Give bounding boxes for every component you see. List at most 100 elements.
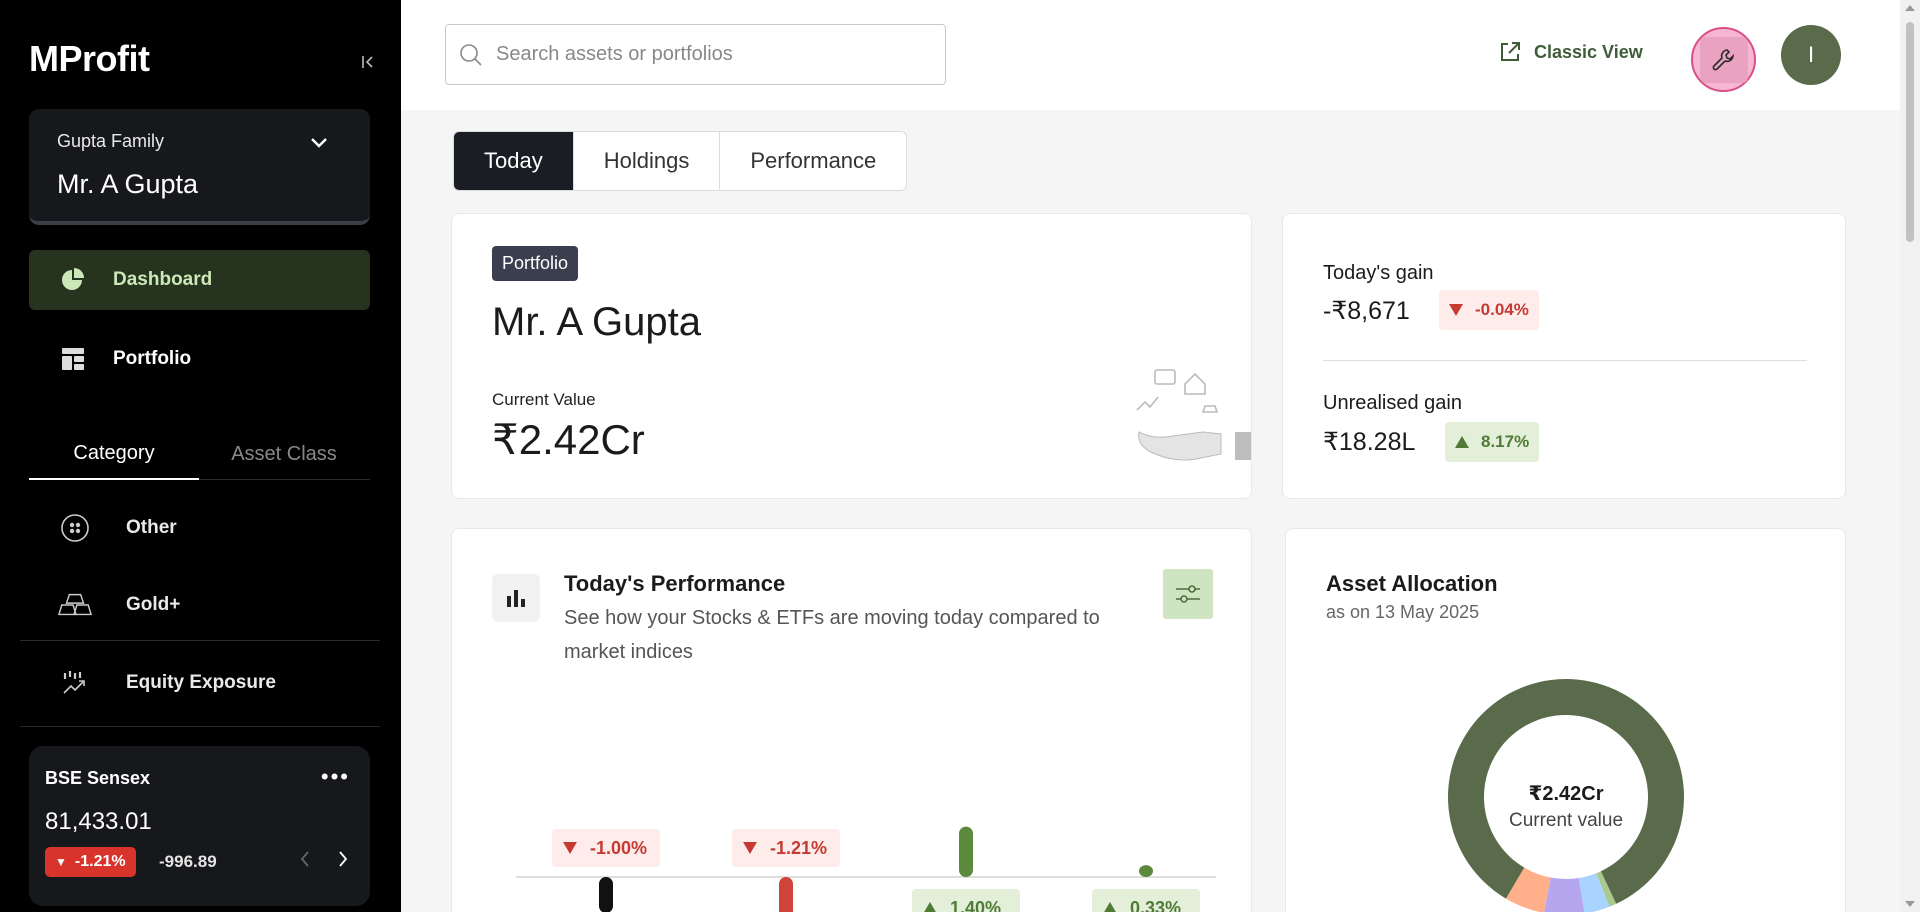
pie-chart-icon <box>59 266 87 294</box>
index-name: BSE Sensex <box>45 768 151 788</box>
performance-bar-label: 1.40% <box>912 889 1020 912</box>
more-options-icon[interactable]: ••• <box>320 764 350 789</box>
sliders-icon <box>1176 585 1200 603</box>
portfolio-badge: Portfolio <box>492 246 579 281</box>
search-box[interactable] <box>445 24 946 85</box>
logo-m: M <box>29 38 59 79</box>
todays-performance-card: Today's Performance See how your Stocks … <box>451 528 1252 912</box>
todays-gain-badge: -0.04% <box>1439 290 1539 330</box>
bar-label-text: 1.40% <box>950 898 1001 912</box>
gold-bars-icon <box>58 588 92 622</box>
performance-bar <box>599 877 613 912</box>
asset-allocation-card: Asset Allocation as on 13 May 2025 ₹2.42… <box>1285 528 1846 912</box>
category-item-equity-exposure[interactable]: Equity Exposure <box>20 645 380 721</box>
divider <box>20 726 380 727</box>
triangle-up-icon <box>1455 436 1469 448</box>
performance-bar-label: -1.21% <box>732 829 840 867</box>
current-value-label: Current Value <box>492 390 596 409</box>
sidebar-item-label: Portfolio <box>113 348 192 369</box>
performance-bar-label: 0.33% <box>1092 889 1200 912</box>
bar-label-text: 0.33% <box>1130 898 1181 912</box>
category-label: Gold+ <box>126 594 181 615</box>
performance-bar-label: -1.00% <box>552 829 660 867</box>
bar-label-text: -1.00% <box>590 838 647 858</box>
wrench-icon <box>1699 36 1748 83</box>
donut-center-label: Current value <box>1508 810 1624 831</box>
sidebar: MProfit Gupta Family Mr. A Gupta Dashboa… <box>0 0 401 912</box>
current-value: ₹2.42Cr <box>492 416 645 463</box>
sidebar-item-label: Dashboard <box>113 269 213 290</box>
divider <box>1323 360 1807 361</box>
top-bar: Classic View I <box>401 0 1900 110</box>
index-change-pct: -1.21% <box>74 853 126 870</box>
performance-bar <box>1139 865 1153 877</box>
index-change-abs: -996.89 <box>159 852 217 871</box>
todays-gain-value: -₹8,671 <box>1323 297 1410 325</box>
portfolio-summary-card: Portfolio Mr. A Gupta Current Value ₹2.4… <box>451 213 1252 499</box>
family-selector[interactable]: Gupta Family Mr. A Gupta <box>29 109 370 225</box>
index-ticker-card: BSE Sensex ••• 81,433.01 ▼ -1.21% -996.8… <box>29 746 378 912</box>
unrealised-gain-badge: 8.17% <box>1445 422 1540 462</box>
tab-performance[interactable]: Performance <box>750 148 877 173</box>
external-link-icon <box>1501 42 1520 61</box>
unrealised-gain-pct: 8.17% <box>1481 432 1530 451</box>
filter-settings-button[interactable] <box>1163 569 1213 619</box>
donut-center: ₹2.42Cr Current value <box>1446 781 1686 832</box>
index-change-badge: ▼ -1.21% <box>45 847 136 877</box>
tab-today[interactable]: Today <box>454 132 574 190</box>
unrealised-gain-label: Unrealised gain <box>1323 392 1462 414</box>
todays-gain-label: Today's gain <box>1323 262 1434 284</box>
triangle-down-icon <box>1449 304 1463 316</box>
family-name: Gupta Family <box>57 131 165 151</box>
grid-icon <box>59 345 87 373</box>
avatar[interactable]: I <box>1781 25 1841 85</box>
divider <box>20 640 380 641</box>
donut-slice[interactable] <box>1578 873 1610 912</box>
donut-slice[interactable] <box>1544 877 1585 912</box>
collapse-sidebar-icon[interactable] <box>354 48 382 76</box>
category-item-gold[interactable]: Gold+ <box>20 567 380 643</box>
chevron-down-icon <box>311 138 327 148</box>
unrealised-gain-value: ₹18.28L <box>1323 428 1416 456</box>
chevron-left-icon[interactable] <box>299 850 311 874</box>
page-scrollbar[interactable] <box>1900 0 1920 912</box>
portfolio-name: Mr. A Gupta <box>492 300 702 344</box>
performance-bar <box>779 877 793 912</box>
index-value: 81,433.01 <box>45 808 152 835</box>
category-label: Other <box>126 517 177 538</box>
allocation-title: Asset Allocation <box>1326 571 1498 596</box>
classic-view-link[interactable]: Classic View <box>1498 40 1643 64</box>
category-label: Equity Exposure <box>126 672 276 693</box>
donut-slice[interactable] <box>1505 867 1551 912</box>
bar-chart-icon <box>492 574 540 622</box>
bar-label-text: -1.21% <box>770 838 827 858</box>
sidebar-item-dashboard[interactable]: Dashboard <box>29 250 370 310</box>
classic-view-label: Classic View <box>1534 41 1643 62</box>
performance-bar-chart: -1.00% -1.21% 1.40% 0.33% <box>516 826 1216 912</box>
donut-slice[interactable] <box>1448 679 1684 904</box>
search-input[interactable] <box>496 43 936 66</box>
other-icon <box>58 511 92 545</box>
sidebar-tabs: Category Asset Class <box>29 428 370 480</box>
chevron-right-icon[interactable] <box>337 850 349 874</box>
tab-category[interactable]: Category <box>29 428 199 480</box>
hand-assets-illustration-icon <box>1136 369 1251 461</box>
category-item-other[interactable]: Other <box>20 490 380 566</box>
tab-holdings[interactable]: Holdings <box>574 132 721 190</box>
main-tabs: Today Holdings Performance <box>453 131 908 191</box>
donut-slice[interactable] <box>1596 871 1617 907</box>
sidebar-item-portfolio[interactable]: Portfolio <box>29 329 370 389</box>
tools-button[interactable] <box>1691 27 1756 92</box>
tab-asset-class[interactable]: Asset Class <box>231 442 337 465</box>
todays-gain-pct: -0.04% <box>1475 300 1529 319</box>
member-name: Mr. A Gupta <box>57 169 199 199</box>
logo-text: Profit <box>58 38 151 79</box>
mprofit-logo[interactable]: MProfit <box>29 38 150 80</box>
gain-summary-card: Today's gain -₹8,671 -0.04% Unrealised g… <box>1282 213 1846 499</box>
asset-allocation-donut <box>1448 679 1684 912</box>
performance-title: Today's Performance <box>564 571 786 596</box>
equity-icon <box>58 666 92 700</box>
performance-subtitle: See how your Stocks & ETFs are moving to… <box>564 607 1100 663</box>
allocation-subtitle: as on 13 May 2025 <box>1326 602 1480 622</box>
search-icon <box>460 43 482 66</box>
